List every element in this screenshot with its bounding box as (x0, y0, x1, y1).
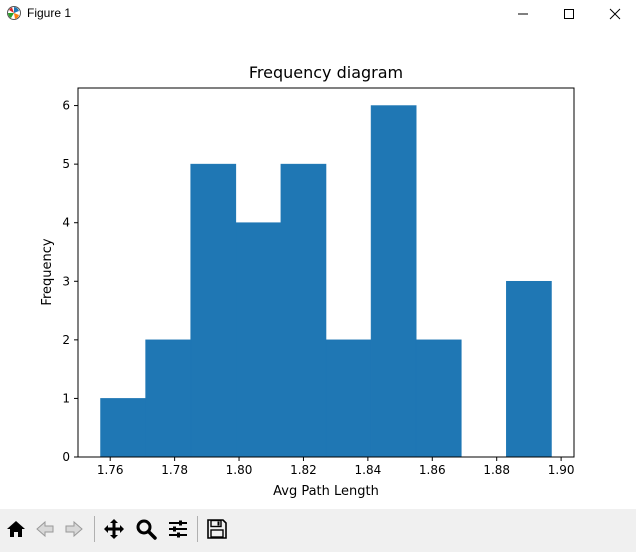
x-axis-ticks: 1.76 1.78 1.80 1.82 1.84 1.86 1.88 1.90 (97, 457, 575, 477)
x-tick-label: 1.80 (226, 463, 253, 477)
window-title: Figure 1 (27, 6, 72, 20)
navigation-toolbar (0, 509, 636, 552)
y-axis-label: Frequency (40, 238, 55, 305)
close-icon (609, 8, 621, 20)
pan-move-icon (104, 519, 124, 539)
histogram-chart: Frequency diagram 1.76 1.78 1.80 1.82 1.84 1.… (40, 63, 575, 499)
histogram-bar (415, 339, 462, 458)
histogram-bars (100, 105, 552, 458)
minimize-button[interactable] (500, 0, 546, 28)
x-tick-label: 1.88 (483, 463, 510, 477)
y-tick-label: 5 (62, 157, 70, 171)
back-arrow-icon (36, 520, 54, 538)
window-titlebar: Figure 1 (0, 0, 636, 28)
histogram-bar (325, 339, 372, 458)
x-tick-label: 1.76 (97, 463, 124, 477)
forward-arrow-icon (65, 520, 83, 538)
histogram-bar (190, 163, 237, 458)
minimize-icon (518, 13, 528, 15)
figure-canvas[interactable]: Frequency diagram 1.76 1.78 1.80 1.82 1.84 1.… (0, 28, 636, 509)
home-button[interactable] (2, 515, 30, 543)
forward-button[interactable] (60, 515, 88, 543)
configure-subplots-icon (169, 520, 187, 538)
toolbar-separator (94, 516, 95, 542)
y-tick-label: 2 (62, 333, 70, 347)
y-tick-label: 1 (62, 391, 70, 405)
y-tick-label: 6 (62, 99, 70, 113)
histogram-bar (100, 398, 146, 458)
save-button[interactable] (203, 515, 231, 543)
back-button[interactable] (31, 515, 59, 543)
matplotlib-icon (7, 6, 21, 20)
y-tick-label: 0 (62, 450, 70, 464)
x-tick-label: 1.82 (290, 463, 317, 477)
x-tick-label: 1.90 (548, 463, 575, 477)
toolbar-separator (197, 516, 198, 542)
configure-subplots-button[interactable] (164, 515, 192, 543)
zoom-magnifier-icon (136, 519, 157, 540)
maximize-button[interactable] (546, 0, 592, 28)
histogram-bar (145, 339, 192, 458)
y-axis-ticks: 0 1 2 3 4 5 6 (62, 99, 78, 464)
chart-title: Frequency diagram (249, 63, 403, 82)
x-tick-label: 1.86 (419, 463, 446, 477)
maximize-icon (564, 9, 574, 19)
home-icon (7, 521, 25, 537)
x-tick-label: 1.78 (161, 463, 188, 477)
close-button[interactable] (592, 0, 636, 28)
x-tick-label: 1.84 (355, 463, 382, 477)
zoom-button[interactable] (132, 515, 160, 543)
histogram-bar (235, 222, 282, 458)
histogram-bar (370, 105, 417, 458)
y-tick-label: 4 (62, 216, 70, 230)
histogram-bar (280, 163, 327, 458)
save-floppy-icon (207, 519, 227, 539)
pan-button[interactable] (100, 515, 128, 543)
x-axis-label: Avg Path Length (273, 484, 379, 499)
axes-frame (77, 87, 575, 458)
y-tick-label: 3 (62, 274, 70, 288)
histogram-bar (506, 280, 552, 458)
